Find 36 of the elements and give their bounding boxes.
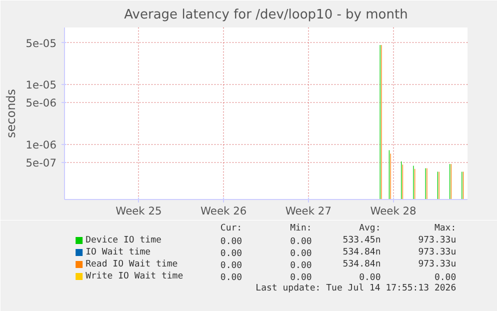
text: 0.00 xyxy=(290,237,312,247)
text: Min: xyxy=(290,224,312,234)
x-tick-label: Week 26 xyxy=(200,204,247,218)
text: 533.45n xyxy=(342,236,381,246)
x-tick-label: Week 28 xyxy=(370,204,417,218)
text: 0.00 xyxy=(434,273,456,283)
text: 0.00 xyxy=(220,261,242,271)
y-tick-label: 1e-05 xyxy=(26,78,57,92)
x-tick-label: Week 25 xyxy=(116,204,162,218)
y-tick-label: 1e-06 xyxy=(26,138,57,152)
text: 0.00 xyxy=(220,249,242,259)
text: Cur: xyxy=(220,224,242,234)
text: 0.00 xyxy=(290,249,312,259)
text: 0.00 xyxy=(290,261,312,271)
text: Max: xyxy=(434,224,456,234)
text: 0.00 xyxy=(359,273,381,283)
text: 973.33u xyxy=(418,248,456,258)
text: 0.00 xyxy=(220,273,242,283)
x-tick-label: Week 27 xyxy=(285,204,332,218)
legend-label: Write IO Wait time xyxy=(86,272,184,282)
y-axis-title: seconds xyxy=(4,88,18,138)
text: 534.84n xyxy=(342,248,381,258)
text: 0.00 xyxy=(220,237,242,247)
text: 0.00 xyxy=(290,273,312,283)
y-tick-label: 5e-07 xyxy=(26,156,57,170)
legend-label: Read IO Wait time xyxy=(86,260,178,270)
chart-title: Average latency for /dev/loop10 - by month xyxy=(124,8,408,22)
y-tick-label: 5e-05 xyxy=(26,36,57,50)
y-tick-label: 5e-06 xyxy=(26,96,57,110)
text: Last update: Tue Jul 14 17:55:13 2026 xyxy=(256,284,456,294)
text: 973.33u xyxy=(418,236,456,246)
text: Avg: xyxy=(359,224,381,234)
text: 534.84n xyxy=(342,260,381,270)
text: 973.33u xyxy=(418,260,456,270)
legend-label: Device IO time xyxy=(86,236,162,246)
legend-label: IO Wait time xyxy=(86,248,151,258)
